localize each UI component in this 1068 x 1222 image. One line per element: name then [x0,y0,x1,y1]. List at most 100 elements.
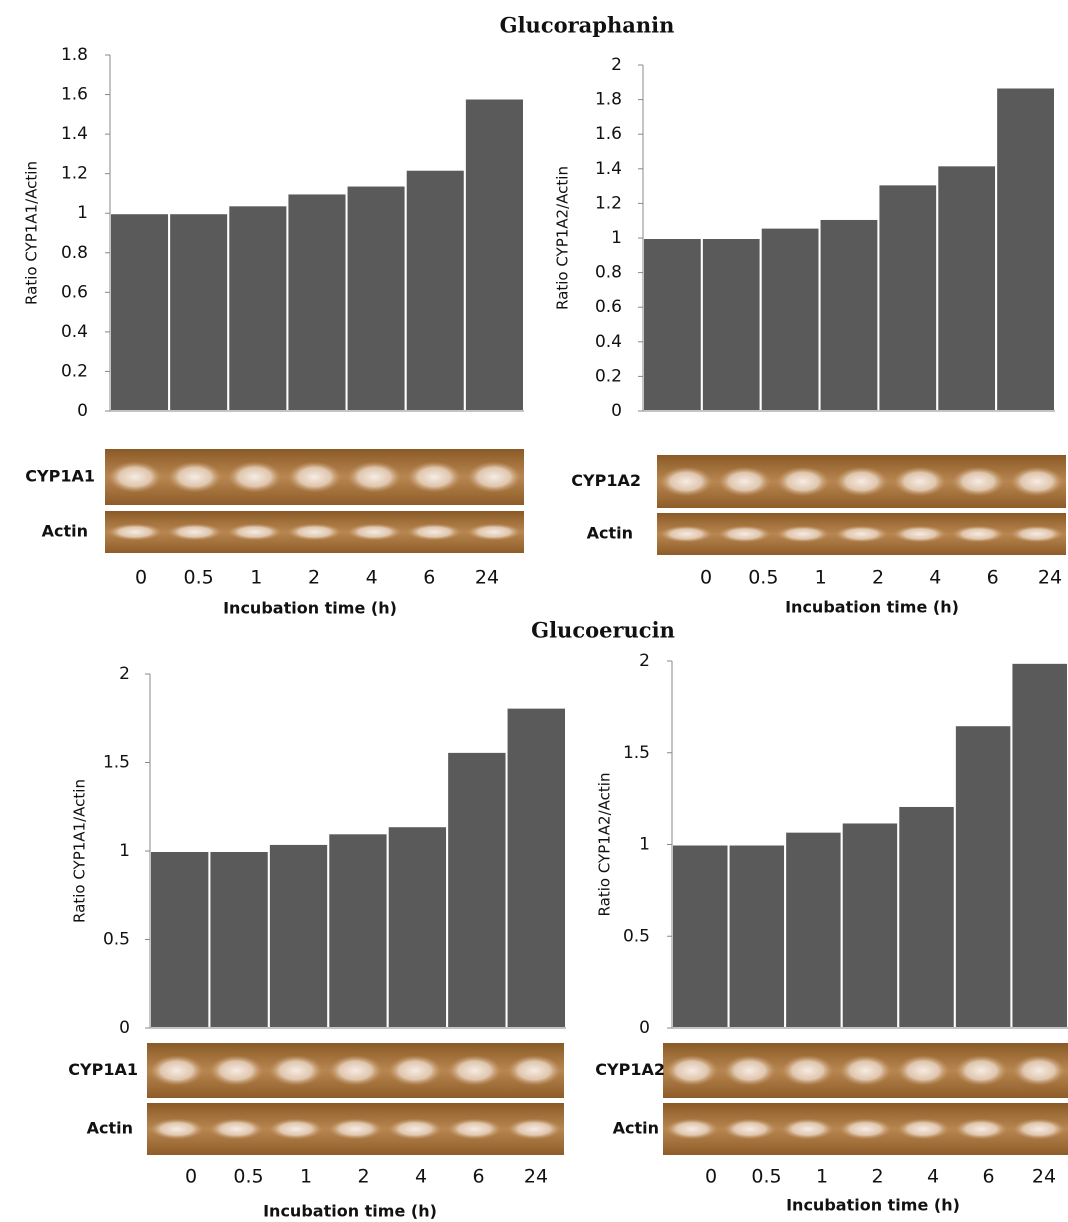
y-tick-label: 0 [119,1018,130,1038]
y-tick-label: 0.4 [61,322,88,342]
y-tick-label: 0.5 [623,926,650,946]
x-tick-label: 0 [185,1166,197,1188]
blot-band [1010,467,1063,497]
bar [878,184,937,411]
x-tick-label: 0.5 [751,1166,781,1188]
blot-band [1013,1055,1065,1086]
blot-band [168,461,222,492]
blot-band [108,524,162,541]
blot-band [660,526,713,543]
blot-band [835,467,888,497]
y-tick-label: 0 [639,1018,650,1038]
blot-band [388,1055,442,1086]
bar [388,826,447,1028]
x-tick-label: 24 [524,1166,548,1188]
blot-band [288,524,342,541]
blot-band [897,1119,949,1140]
blot-band [347,524,401,541]
y-tick-label: 0.8 [595,263,622,283]
bar [1011,663,1068,1028]
blot-label: Actin [87,1119,133,1138]
y-tick-label: 0.6 [61,282,88,302]
blot-band [777,467,830,497]
x-tick-label: 6 [982,1166,994,1188]
x-tick-label: 0 [705,1166,717,1188]
y-tick-label: 1.4 [61,124,88,144]
blot-band [724,1119,776,1140]
x-tick-label: 6 [423,567,435,589]
section-heading: Glucoerucin [531,618,675,643]
bar [507,708,566,1028]
y-tick-label: 2 [119,664,130,684]
bar [729,845,786,1029]
blot-band [108,461,162,492]
blot-band [269,1055,323,1086]
bar [820,219,879,411]
blot-band [269,1119,323,1140]
blot-band [407,524,461,541]
x-tick-label: 24 [1038,567,1062,589]
blot-label: CYP1A2 [595,1060,665,1079]
x-axis-label: Incubation time (h) [786,1196,960,1215]
blot-band [467,461,521,492]
blot-label: Actin [587,524,633,543]
blot-band [1013,1119,1065,1140]
blot-band [777,526,830,543]
blot-band [329,1119,383,1140]
bar [406,170,465,411]
x-tick-label: 1 [300,1166,312,1188]
y-tick-label: 0.4 [595,332,622,352]
y-tick-label: 0.6 [595,297,622,317]
bar [347,186,406,411]
blot-band [150,1119,204,1140]
y-axis-label: Ratio CYP1A2/Actin [596,773,614,917]
blot-band [228,524,282,541]
y-tick-label: 1 [77,203,88,223]
bar [785,832,842,1028]
y-tick-label: 1.8 [61,45,88,65]
blot-label: CYP1A1 [68,1060,138,1079]
x-tick-label: 6 [987,567,999,589]
x-tick-label: 4 [366,567,378,589]
y-axis-label: Ratio CYP1A1/Actin [71,779,89,923]
blot-band [718,526,771,543]
x-tick-label: 2 [357,1166,369,1188]
blot-band [782,1055,834,1086]
bar [702,238,761,411]
blot-band [894,467,947,497]
y-tick-label: 1 [639,835,650,855]
x-tick-label: 24 [475,567,499,589]
x-axis-label: Incubation time (h) [263,1202,437,1221]
y-axis-label: Ratio CYP1A1/Actin [23,161,41,305]
x-axis-label: Incubation time (h) [223,599,397,618]
y-tick-label: 1.2 [61,164,88,184]
blot-label: Actin [42,522,88,541]
y-tick-label: 2 [611,55,622,75]
blot-band [1010,526,1063,543]
bar [842,822,899,1028]
blot-band [897,1055,949,1086]
y-tick-label: 1.5 [623,743,650,763]
blot-band [228,461,282,492]
bar [937,165,996,411]
blot-band [329,1055,383,1086]
bar [150,851,209,1028]
blot-band [347,461,401,492]
blot-band [952,467,1005,497]
blot-label: CYP1A1 [25,467,95,486]
bar [465,99,524,411]
x-tick-label: 2 [308,567,320,589]
y-tick-label: 1.5 [103,753,130,773]
figure: Glucoraphanin Glucoerucin 0 0.2 0.4 0.6 0.8 1… [0,0,1068,1222]
blot-band [835,526,888,543]
bar [110,213,169,411]
blot-band [718,467,771,497]
y-tick-label: 0.2 [595,366,622,386]
x-tick-label: 0 [135,567,147,589]
y-tick-label: 1.6 [595,124,622,144]
y-tick-label: 1.6 [61,85,88,105]
section-heading: Glucoraphanin [500,13,675,38]
x-tick-label: 1 [816,1166,828,1188]
x-tick-label: 1 [815,567,827,589]
bar [328,833,387,1028]
